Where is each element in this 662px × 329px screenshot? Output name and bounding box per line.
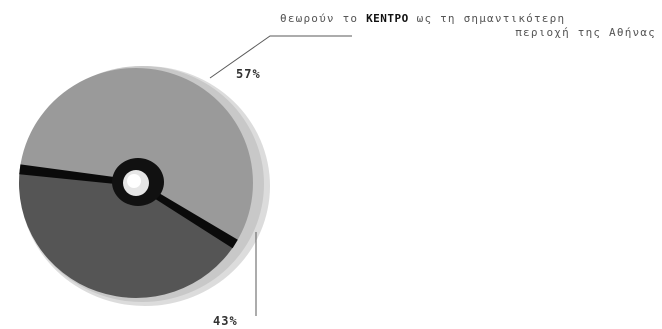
chart-caption: θεωρούν το ΚΕΝΤΡΟ ως τη σημαντικότερη πε… bbox=[280, 12, 658, 40]
leader-line-57 bbox=[209, 35, 352, 79]
slice-separator bbox=[134, 180, 238, 249]
caption-suffix: ως τη σημαντικότερη bbox=[416, 12, 566, 25]
pie-slice-57 bbox=[19, 67, 253, 244]
caption-highlight: ΚΕΝΤΡΟ bbox=[366, 12, 409, 25]
pie-slice-43 bbox=[18, 169, 236, 298]
caption-prefix: θεωρούν το bbox=[280, 12, 359, 25]
hub-highlight bbox=[127, 174, 141, 188]
slice-label-43: 43% bbox=[213, 314, 238, 328]
pie-hub bbox=[112, 158, 164, 206]
pie-slices bbox=[18, 67, 253, 298]
caption-line-2: περιοχή της Αθήνας bbox=[515, 26, 656, 39]
slice-label-57: 57% bbox=[236, 67, 261, 81]
caption-line-1: θεωρούν το ΚΕΝΤΡΟ ως τη σημαντικότερη bbox=[280, 12, 658, 26]
leader-lines bbox=[209, 35, 352, 316]
slice-separator bbox=[19, 164, 137, 186]
